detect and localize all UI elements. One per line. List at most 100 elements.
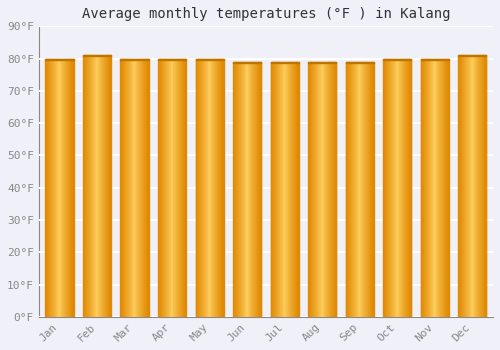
Bar xyxy=(135,58,136,317)
Bar xyxy=(421,58,422,317)
Bar xyxy=(98,55,99,317)
Bar xyxy=(394,58,395,317)
Bar xyxy=(426,58,427,317)
Title: Average monthly temperatures (°F ) in Kalang: Average monthly temperatures (°F ) in Ka… xyxy=(82,7,450,21)
Bar xyxy=(207,58,208,317)
Bar xyxy=(288,62,289,317)
Bar xyxy=(473,55,474,317)
Bar xyxy=(234,62,235,317)
Bar xyxy=(246,62,247,317)
Bar xyxy=(410,58,412,317)
Bar xyxy=(141,58,142,317)
Bar xyxy=(291,62,292,317)
Bar xyxy=(458,55,486,56)
Bar xyxy=(167,58,168,317)
Bar xyxy=(478,55,480,317)
Bar xyxy=(330,62,332,317)
Bar xyxy=(280,62,281,317)
Bar xyxy=(313,62,314,317)
Bar xyxy=(220,58,221,317)
Bar xyxy=(480,55,481,317)
Bar xyxy=(281,62,282,317)
Bar xyxy=(165,58,166,317)
Bar xyxy=(310,62,311,317)
Bar xyxy=(144,58,145,317)
Bar xyxy=(110,55,111,317)
Bar xyxy=(389,58,390,317)
Bar xyxy=(289,62,290,317)
Bar xyxy=(204,58,206,317)
Bar xyxy=(175,58,176,317)
Bar xyxy=(309,62,310,317)
Bar xyxy=(166,58,167,317)
Bar xyxy=(122,58,124,317)
Bar xyxy=(474,55,475,317)
Bar xyxy=(286,62,287,317)
Bar xyxy=(51,58,52,317)
Bar xyxy=(94,55,95,317)
Bar xyxy=(335,62,336,317)
Bar xyxy=(322,62,323,317)
Bar xyxy=(86,55,87,317)
Bar xyxy=(134,58,135,317)
Bar xyxy=(459,55,460,317)
Bar xyxy=(233,62,261,63)
Bar xyxy=(170,58,172,317)
Bar xyxy=(215,58,216,317)
Bar xyxy=(124,58,126,317)
Bar xyxy=(168,58,170,317)
Bar xyxy=(438,58,439,317)
Bar xyxy=(132,58,133,317)
Bar xyxy=(56,58,58,317)
Bar xyxy=(260,62,261,317)
Bar xyxy=(136,58,138,317)
Bar xyxy=(252,62,253,317)
Bar xyxy=(362,62,364,317)
Bar xyxy=(444,58,446,317)
Bar xyxy=(92,55,93,317)
Bar xyxy=(197,58,198,317)
Bar xyxy=(395,58,396,317)
Bar xyxy=(177,58,178,317)
Bar xyxy=(109,55,110,317)
Bar xyxy=(248,62,250,317)
Bar xyxy=(482,55,483,317)
Bar xyxy=(53,58,54,317)
Bar xyxy=(423,58,424,317)
Bar xyxy=(405,58,406,317)
Bar xyxy=(67,58,68,317)
Bar xyxy=(461,55,462,317)
Bar xyxy=(292,62,293,317)
Bar xyxy=(258,62,259,317)
Bar xyxy=(390,58,391,317)
Bar xyxy=(133,58,134,317)
Bar xyxy=(462,55,464,317)
Bar xyxy=(371,62,372,317)
Bar xyxy=(181,58,182,317)
Bar xyxy=(278,62,279,317)
Bar xyxy=(48,58,49,317)
Bar xyxy=(233,62,234,317)
Bar xyxy=(212,58,213,317)
Bar xyxy=(470,55,471,317)
Bar xyxy=(294,62,296,317)
Bar xyxy=(58,58,59,317)
Bar xyxy=(88,55,90,317)
Bar xyxy=(318,62,320,317)
Bar xyxy=(254,62,255,317)
Bar xyxy=(60,58,61,317)
Bar xyxy=(406,58,407,317)
Bar xyxy=(180,58,181,317)
Bar xyxy=(176,58,177,317)
Bar xyxy=(173,58,174,317)
Bar xyxy=(439,58,440,317)
Bar xyxy=(62,58,63,317)
Bar xyxy=(402,58,403,317)
Bar xyxy=(312,62,313,317)
Bar xyxy=(466,55,467,317)
Bar xyxy=(334,62,335,317)
Bar xyxy=(50,58,51,317)
Bar xyxy=(328,62,330,317)
Bar xyxy=(430,58,432,317)
Bar xyxy=(46,58,47,317)
